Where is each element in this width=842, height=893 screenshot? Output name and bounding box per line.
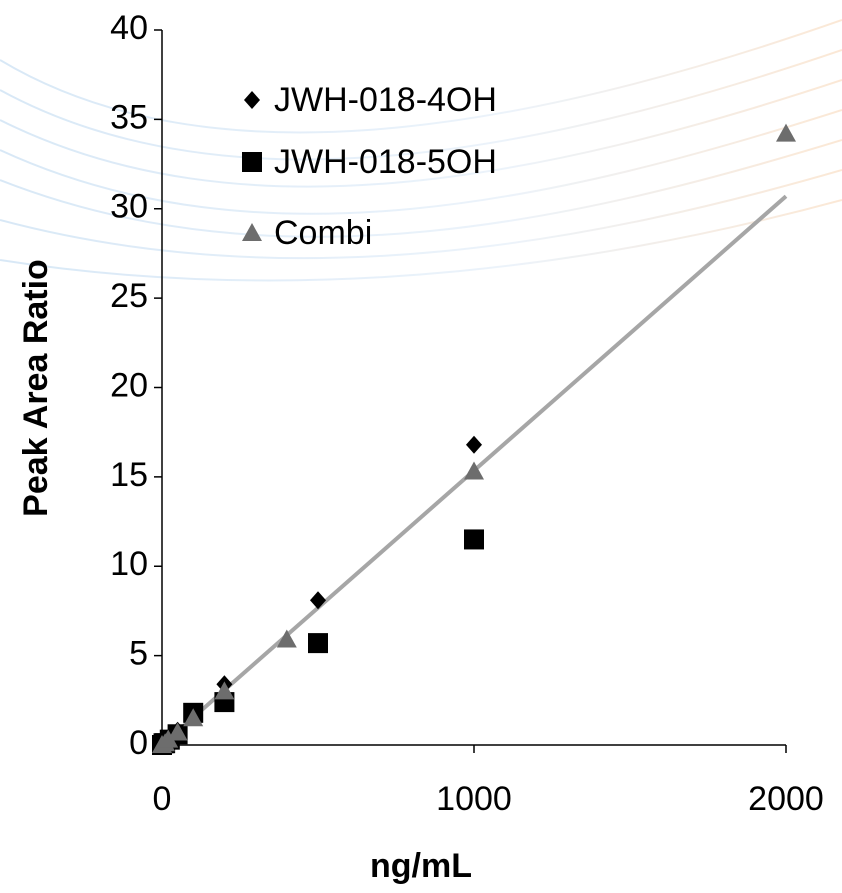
point — [167, 722, 188, 741]
y-tick-label: 35 — [110, 98, 148, 136]
point — [464, 529, 484, 550]
y-axis-title: Peak Area Ratio — [17, 259, 55, 517]
point — [214, 681, 235, 700]
x-axis-title: ng/mL — [370, 847, 472, 885]
point — [276, 629, 297, 648]
legend-label: JWH-018-4OH — [274, 81, 497, 119]
point — [310, 591, 326, 610]
legend-label: JWH-018-5OH — [274, 143, 497, 181]
background-swoosh — [0, 19, 842, 282]
y-tick-label: 10 — [110, 545, 148, 583]
y-tick-label: 30 — [110, 188, 148, 226]
y-tick-label: 5 — [129, 635, 148, 673]
legend-label: Combi — [274, 214, 372, 252]
point — [183, 708, 204, 727]
y-tick-label: 0 — [129, 724, 148, 762]
x-tick-label: 1000 — [436, 780, 512, 818]
y-tick-label: 15 — [110, 456, 148, 494]
legend-marker — [242, 223, 262, 241]
point — [308, 633, 328, 654]
y-tick-label: 40 — [110, 9, 148, 47]
y-tick-label: 20 — [110, 366, 148, 404]
legend-marker — [242, 152, 262, 172]
x-tick-label: 2000 — [748, 780, 824, 818]
point — [466, 435, 482, 454]
y-tick-label: 25 — [110, 277, 148, 315]
x-tick-label: 0 — [153, 780, 172, 818]
legend-marker — [244, 91, 260, 109]
point — [776, 123, 796, 142]
point — [158, 729, 179, 748]
point — [464, 461, 484, 480]
